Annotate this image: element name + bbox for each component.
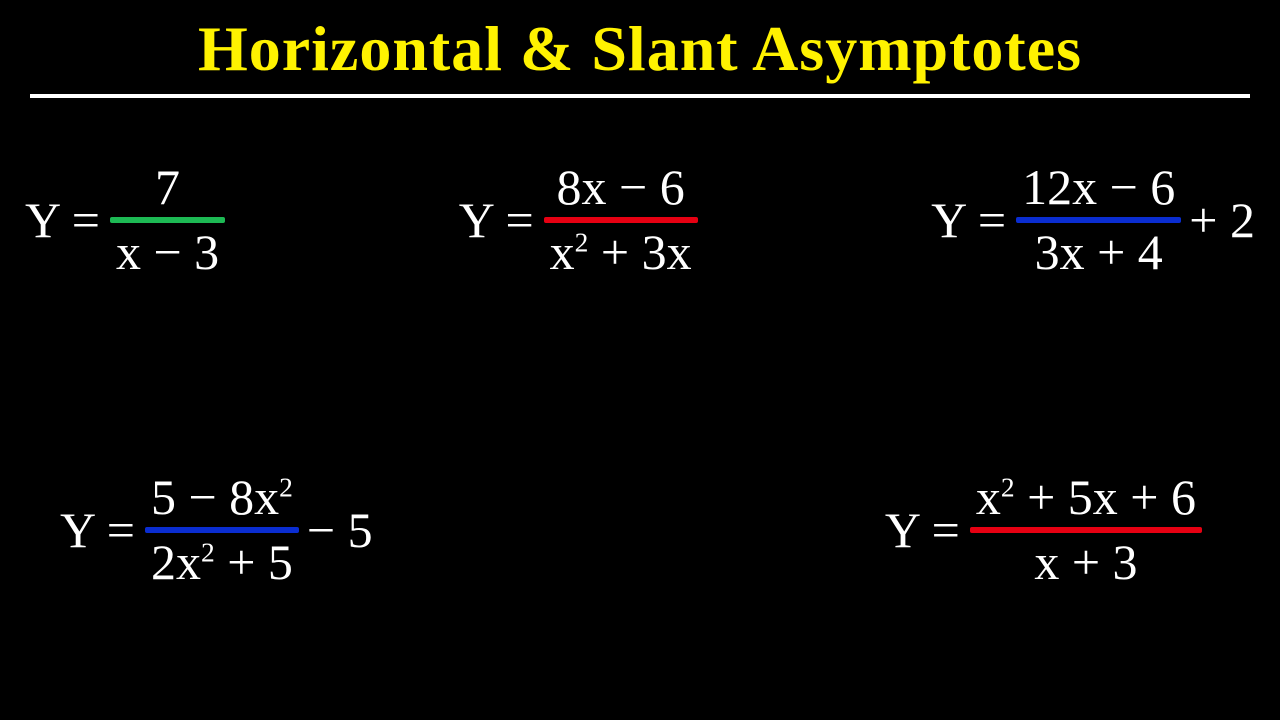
lhs: Y = xyxy=(931,191,1006,249)
equation-row-2: Y = 5 − 8x2 2x2 + 5 − 5 Y = x2 + 5x + 6 … xyxy=(60,470,1210,590)
equation-1: Y = 7 x − 3 xyxy=(25,160,233,280)
equation-4: Y = 5 − 8x2 2x2 + 5 − 5 xyxy=(60,470,373,590)
numerator: 12x − 6 xyxy=(1016,160,1181,215)
numerator: 7 xyxy=(149,160,186,215)
title-underline xyxy=(30,94,1250,98)
fraction-bar xyxy=(145,527,299,533)
fraction-bar xyxy=(970,527,1202,533)
denominator: x2 + 3x xyxy=(544,225,698,280)
numerator: 8x − 6 xyxy=(551,160,691,215)
fraction-bar xyxy=(110,217,225,223)
fraction: x2 + 5x + 6 x + 3 xyxy=(970,470,1202,590)
numerator: x2 + 5x + 6 xyxy=(970,470,1202,525)
equation-2: Y = 8x − 6 x2 + 3x xyxy=(459,160,706,280)
lhs: Y = xyxy=(885,501,960,559)
tail: − 5 xyxy=(307,501,373,559)
lhs: Y = xyxy=(459,191,534,249)
fraction: 7 x − 3 xyxy=(110,160,225,280)
equation-5: Y = x2 + 5x + 6 x + 3 xyxy=(885,470,1210,590)
equation-row-1: Y = 7 x − 3 Y = 8x − 6 x2 + 3x Y = 12x −… xyxy=(25,160,1255,280)
fraction: 8x − 6 x2 + 3x xyxy=(544,160,698,280)
lhs: Y = xyxy=(60,501,135,559)
denominator: x − 3 xyxy=(110,225,225,280)
numerator: 5 − 8x2 xyxy=(145,470,299,525)
denominator: 3x + 4 xyxy=(1029,225,1169,280)
page-title: Horizontal & Slant Asymptotes xyxy=(0,0,1280,86)
denominator: 2x2 + 5 xyxy=(145,535,299,590)
fraction-bar xyxy=(544,217,698,223)
equation-3: Y = 12x − 6 3x + 4 + 2 xyxy=(931,160,1255,280)
lhs: Y = xyxy=(25,191,100,249)
fraction-bar xyxy=(1016,217,1181,223)
fraction: 5 − 8x2 2x2 + 5 xyxy=(145,470,299,590)
tail: + 2 xyxy=(1189,191,1255,249)
fraction: 12x − 6 3x + 4 xyxy=(1016,160,1181,280)
denominator: x + 3 xyxy=(1028,535,1143,590)
